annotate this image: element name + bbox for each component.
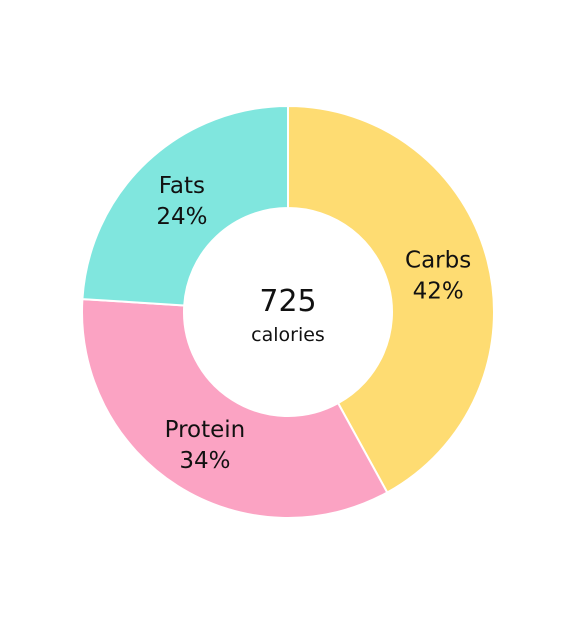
- slice-label-carbs: Carbs: [405, 247, 471, 273]
- slice-percent-protein: 34%: [179, 448, 230, 474]
- slice-percent-fats: 24%: [156, 204, 207, 230]
- slice-label-fats: Fats: [159, 173, 205, 199]
- donut-slices: [81, 104, 495, 519]
- donut-slice-fats: [81, 104, 289, 307]
- center-total-value: 725: [259, 284, 316, 319]
- center-unit-label: calories: [251, 324, 325, 346]
- slice-label-protein: Protein: [165, 417, 246, 443]
- donut-slice-protein: [81, 298, 389, 519]
- donut-slice-carbs: [287, 104, 495, 494]
- donut-labels: Carbs 42% Protein 34% Fats 24%: [156, 173, 471, 474]
- slice-percent-carbs: 42%: [413, 278, 464, 304]
